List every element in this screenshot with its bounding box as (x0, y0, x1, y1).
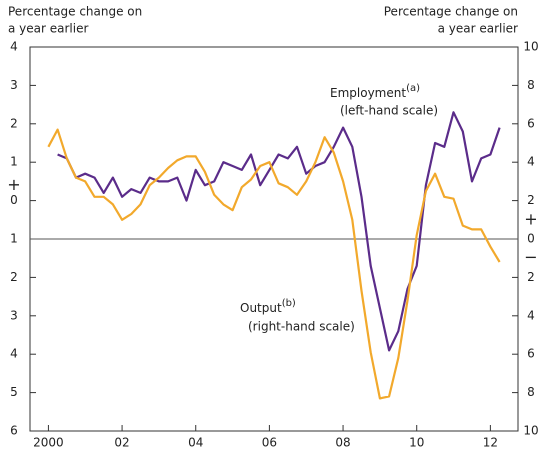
series-label: Employment(a) (330, 83, 420, 100)
y-axis-label: a year earlier (8, 22, 88, 36)
series-line (47, 128, 501, 400)
y-tick-label: 1 (10, 232, 18, 246)
y2-tick-label: 4 (527, 155, 535, 169)
y2-sign-label: − (524, 248, 537, 267)
series-note: (b) (282, 298, 296, 309)
x-tick-label: 04 (188, 436, 203, 450)
x-tick-label: 10 (409, 436, 424, 450)
y-tick-label: 3 (10, 308, 18, 322)
y-tick-label: 6 (10, 424, 18, 438)
y-tick-label: 2 (10, 270, 18, 284)
y-tick-label: 2 (10, 116, 18, 130)
series-scale: (left-hand scale) (340, 104, 438, 118)
y2-tick-label: 10 (523, 40, 538, 54)
y-tick-label: 0 (10, 193, 18, 207)
y-tick-label: 3 (10, 78, 18, 92)
y2-tick-label: 0 (527, 232, 535, 246)
series-line (57, 111, 501, 352)
series-name: Output (240, 301, 282, 315)
series-name: Employment (330, 86, 406, 100)
x-tick-label: 12 (483, 436, 498, 450)
y2-axis-label: a year earlier (438, 22, 518, 36)
y-tick-label: 1 (10, 155, 18, 169)
series-note: (a) (406, 83, 420, 94)
y2-tick-label: 6 (527, 347, 535, 361)
series-scale: (right-hand scale) (248, 320, 355, 334)
y2-tick-label: 6 (527, 116, 535, 130)
y-sign-label: + (7, 175, 20, 194)
y-tick-label: 4 (10, 347, 18, 361)
y2-sign-label: + (524, 210, 537, 229)
x-tick-label: 02 (114, 436, 129, 450)
y2-tick-label: 4 (527, 308, 535, 322)
x-tick-label: 06 (262, 436, 277, 450)
y2-tick-label: 2 (527, 193, 535, 207)
x-tick-label: 2000 (33, 436, 64, 450)
y2-tick-label: 8 (527, 78, 535, 92)
y-tick-label: 4 (10, 40, 18, 54)
x-tick-label: 08 (335, 436, 350, 450)
y-axis-label: Percentage change on (8, 5, 142, 19)
y2-tick-label: 10 (523, 424, 538, 438)
y2-axis-label: Percentage change on (384, 5, 518, 19)
y-tick-label: 5 (10, 385, 18, 399)
y2-tick-label: 2 (527, 270, 535, 284)
series-label: Output(b) (240, 298, 296, 315)
y2-tick-label: 8 (527, 385, 535, 399)
